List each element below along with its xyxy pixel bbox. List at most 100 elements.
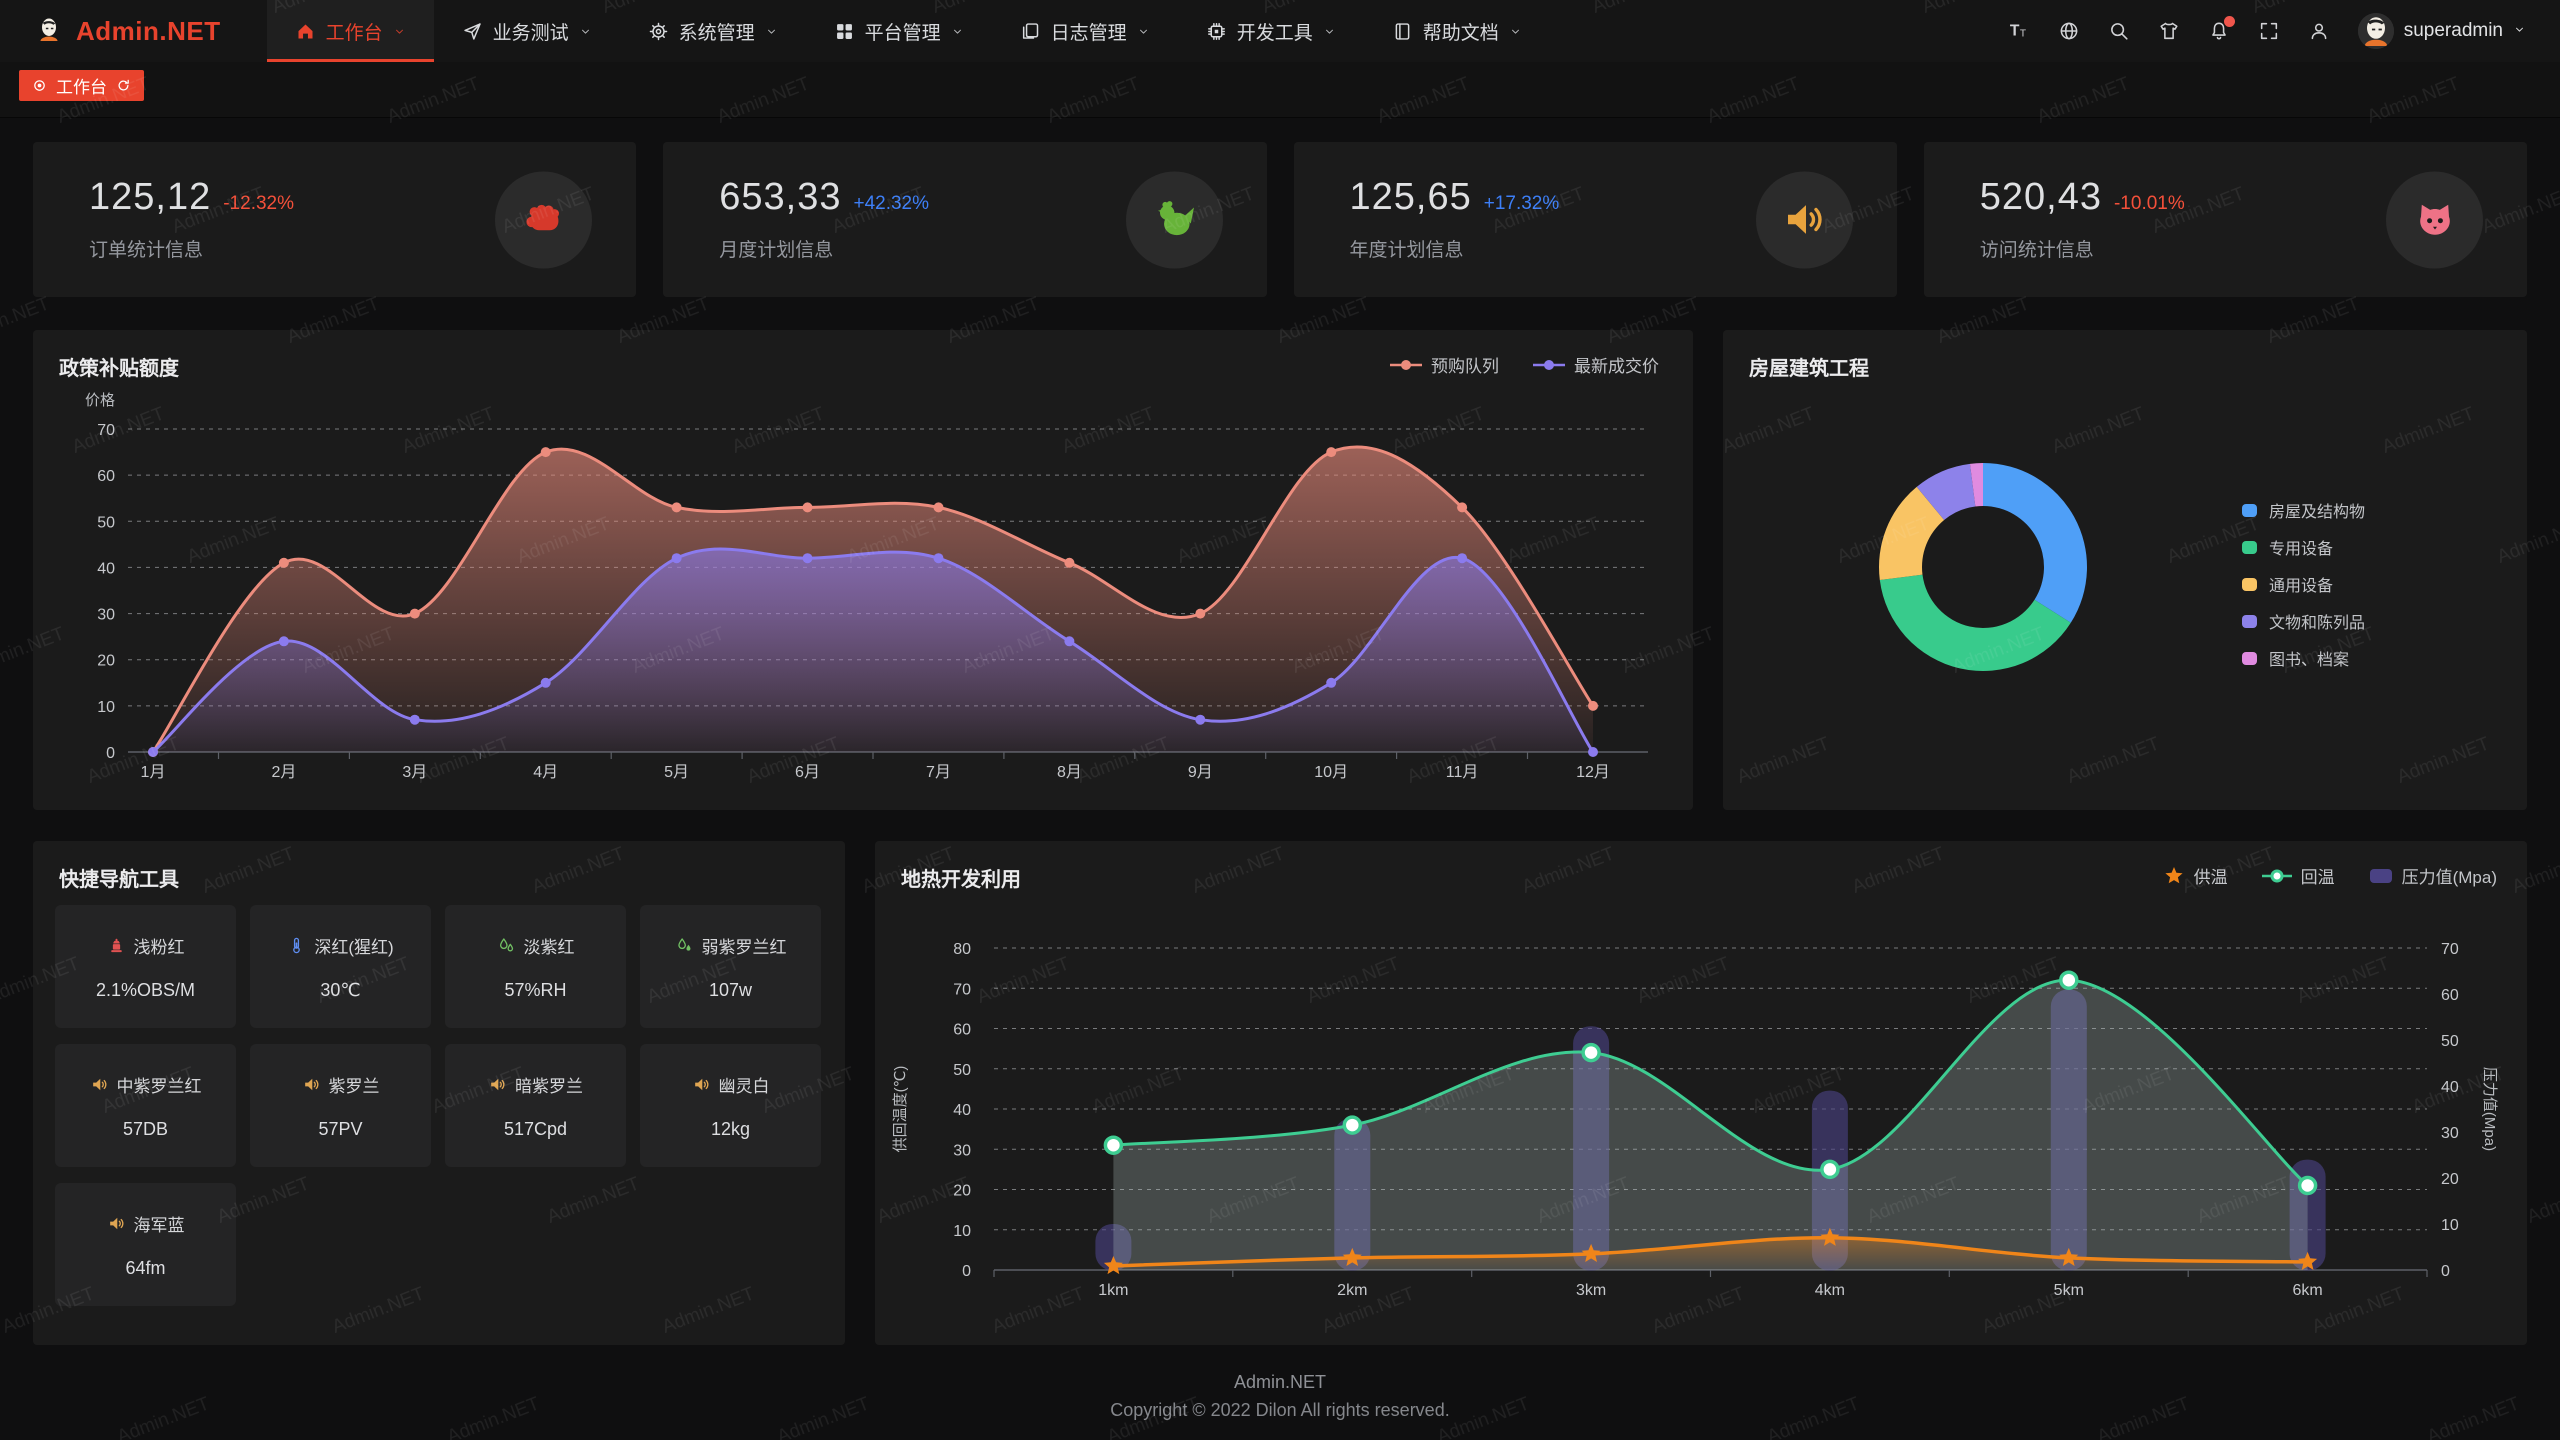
app-logo[interactable]: Admin.NET [0, 0, 267, 62]
svg-text:10: 10 [953, 1223, 971, 1240]
svg-text:70: 70 [953, 981, 971, 998]
svg-text:30: 30 [953, 1142, 971, 1159]
quick-card-label: 海军蓝 [133, 1215, 185, 1235]
menu-item-2[interactable]: 业务测试 [434, 0, 620, 62]
stat-card-4: 520,43 -10.01% 访问统计信息 [1923, 142, 2527, 297]
svg-text:70: 70 [97, 422, 115, 439]
stat-delta: +42.32% [853, 193, 930, 214]
svg-text:8月: 8月 [1057, 764, 1082, 781]
quick-card-value: 57%RH [504, 979, 567, 1000]
quick-card-value: 30℃ [320, 979, 361, 1000]
menu-item-3[interactable]: 系统管理 [620, 0, 806, 62]
svg-text:6km: 6km [2292, 1282, 2322, 1299]
legend-item-1[interactable]: 供温 [2163, 863, 2228, 888]
book-icon [1392, 21, 1413, 42]
send-icon [462, 21, 483, 42]
menu-label: 业务测试 [492, 22, 569, 44]
quick-nav-card-1[interactable]: 浅粉红 2.1%OBS/M [55, 905, 236, 1028]
quick-card-label: 幽灵白 [718, 1076, 770, 1096]
svg-text:12月: 12月 [1576, 764, 1610, 781]
quick-card-label: 浅粉红 [133, 937, 185, 957]
watermark-text: Admin.NET [2524, 1173, 2560, 1228]
quick-nav-card-2[interactable]: 深红(猩红) 30℃ [250, 905, 431, 1028]
theme-icon[interactable] [2158, 20, 2180, 42]
quick-nav-card-8[interactable]: 幽灵白 12kg [640, 1044, 821, 1167]
svg-text:10: 10 [97, 699, 115, 716]
svg-text:20: 20 [2441, 1171, 2459, 1188]
svg-text:30: 30 [97, 607, 115, 624]
svg-text:3km: 3km [1576, 1282, 1606, 1299]
legend-item-5[interactable]: 图书、档案 [2242, 646, 2365, 670]
quick-nav-card-4[interactable]: 弱紫罗兰红 107w [640, 905, 821, 1028]
svg-text:1km: 1km [1098, 1282, 1128, 1299]
svg-text:5km: 5km [2054, 1282, 2084, 1299]
menu-item-5[interactable]: 日志管理 [992, 0, 1178, 62]
chevron-down-icon [1323, 25, 1336, 38]
legend-item-2[interactable]: 专用设备 [2242, 535, 2365, 559]
quick-nav-card-5[interactable]: 中紫罗兰红 57DB [55, 1044, 236, 1167]
legend-item-3[interactable]: 通用设备 [2242, 572, 2365, 596]
user-icon[interactable] [2308, 20, 2330, 42]
chart-legend: 预购队列 最新成交价 [1390, 352, 1659, 377]
svg-text:9月: 9月 [1188, 764, 1213, 781]
legend-label: 回温 [2300, 868, 2335, 887]
language-icon[interactable] [2058, 20, 2080, 42]
panel-title: 地热开发利用 [901, 869, 1021, 891]
svg-text:2月: 2月 [271, 764, 296, 781]
user-menu[interactable]: superadmin [2357, 13, 2526, 49]
menu-label: 日志管理 [1050, 22, 1127, 44]
svg-text:5月: 5月 [664, 764, 689, 781]
stat-icon-circle [1125, 171, 1223, 268]
svg-text:50: 50 [97, 514, 115, 531]
menu-item-7[interactable]: 帮助文档 [1364, 0, 1550, 62]
legend-item-2[interactable]: 最新成交价 [1533, 352, 1659, 377]
search-icon[interactable] [2108, 20, 2130, 42]
quick-nav-panel: 快捷导航工具 浅粉红 2.1%OBS/M 深红(猩红) 30℃ 淡紫红 57%RH 弱紫罗兰… [33, 841, 845, 1345]
legend-item-4[interactable]: 文物和陈列品 [2242, 609, 2365, 633]
svg-text:10: 10 [2441, 1217, 2459, 1234]
legend-item-1[interactable]: 预购队列 [1390, 352, 1499, 377]
fullscreen-icon[interactable] [2258, 20, 2280, 42]
menu-item-6[interactable]: 开发工具 [1178, 0, 1364, 62]
stat-value: 125,65 [1349, 176, 1472, 218]
svg-text:40: 40 [97, 560, 115, 577]
svg-text:60: 60 [97, 468, 115, 485]
dot-circle-icon [32, 78, 47, 93]
svg-text:60: 60 [953, 1022, 971, 1039]
quick-nav-card-3[interactable]: 淡紫红 57%RH [445, 905, 626, 1028]
quick-nav-card-7[interactable]: 暗紫罗兰 517Cpd [445, 1044, 626, 1167]
chart-legend: 供温 回温 压力值(Mpa) [2163, 863, 2497, 888]
legend-item-1[interactable]: 房屋及结构物 [2242, 498, 2365, 522]
menu-label: 平台管理 [864, 22, 941, 44]
tab-workbench[interactable]: 工作台 [19, 70, 144, 101]
footer-app-name: Admin.NET [1233, 1372, 1327, 1392]
svg-text:20: 20 [953, 1183, 971, 1200]
bell-icon[interactable] [2208, 16, 2235, 42]
chevron-down-icon [951, 25, 964, 38]
chevron-down-icon [1137, 25, 1150, 38]
stat-icon-circle [2386, 171, 2483, 268]
legend-item-3[interactable]: 压力值(Mpa) [2369, 863, 2497, 888]
legend-item-2[interactable]: 回温 [2261, 863, 2335, 888]
quick-card-value: 57PV [318, 1118, 363, 1139]
refresh-icon[interactable] [116, 78, 131, 93]
chevron-down-icon [765, 25, 778, 38]
quick-nav-card-6[interactable]: 紫罗兰 57PV [250, 1044, 431, 1167]
stat-cards-row: 125,12 -12.32% 订单统计信息 653,33 +42.32% 月度计划信息 12… [33, 142, 2527, 297]
menu-item-1[interactable]: 工作台 [266, 0, 434, 62]
legend-swatch [2242, 503, 2257, 517]
svg-text:供回温度(℃): 供回温度(℃) [892, 1066, 909, 1153]
menu-label: 帮助文档 [1422, 22, 1499, 44]
legend-label: 预购队列 [1431, 357, 1499, 376]
legend-swatch [2242, 540, 2257, 554]
quick-nav-card-9[interactable]: 海军蓝 64fm [55, 1183, 236, 1306]
panel-title: 政策补贴额度 [59, 358, 179, 380]
page-footer: Admin.NET Copyright © 2022 Dilon All rig… [0, 1372, 2560, 1421]
legend-label: 房屋及结构物 [2269, 504, 2366, 521]
chevron-down-icon [1509, 25, 1522, 38]
menu-item-4[interactable]: 平台管理 [806, 0, 992, 62]
stat-label: 订单统计信息 [89, 240, 204, 261]
stat-label: 访问统计信息 [1979, 240, 2094, 261]
